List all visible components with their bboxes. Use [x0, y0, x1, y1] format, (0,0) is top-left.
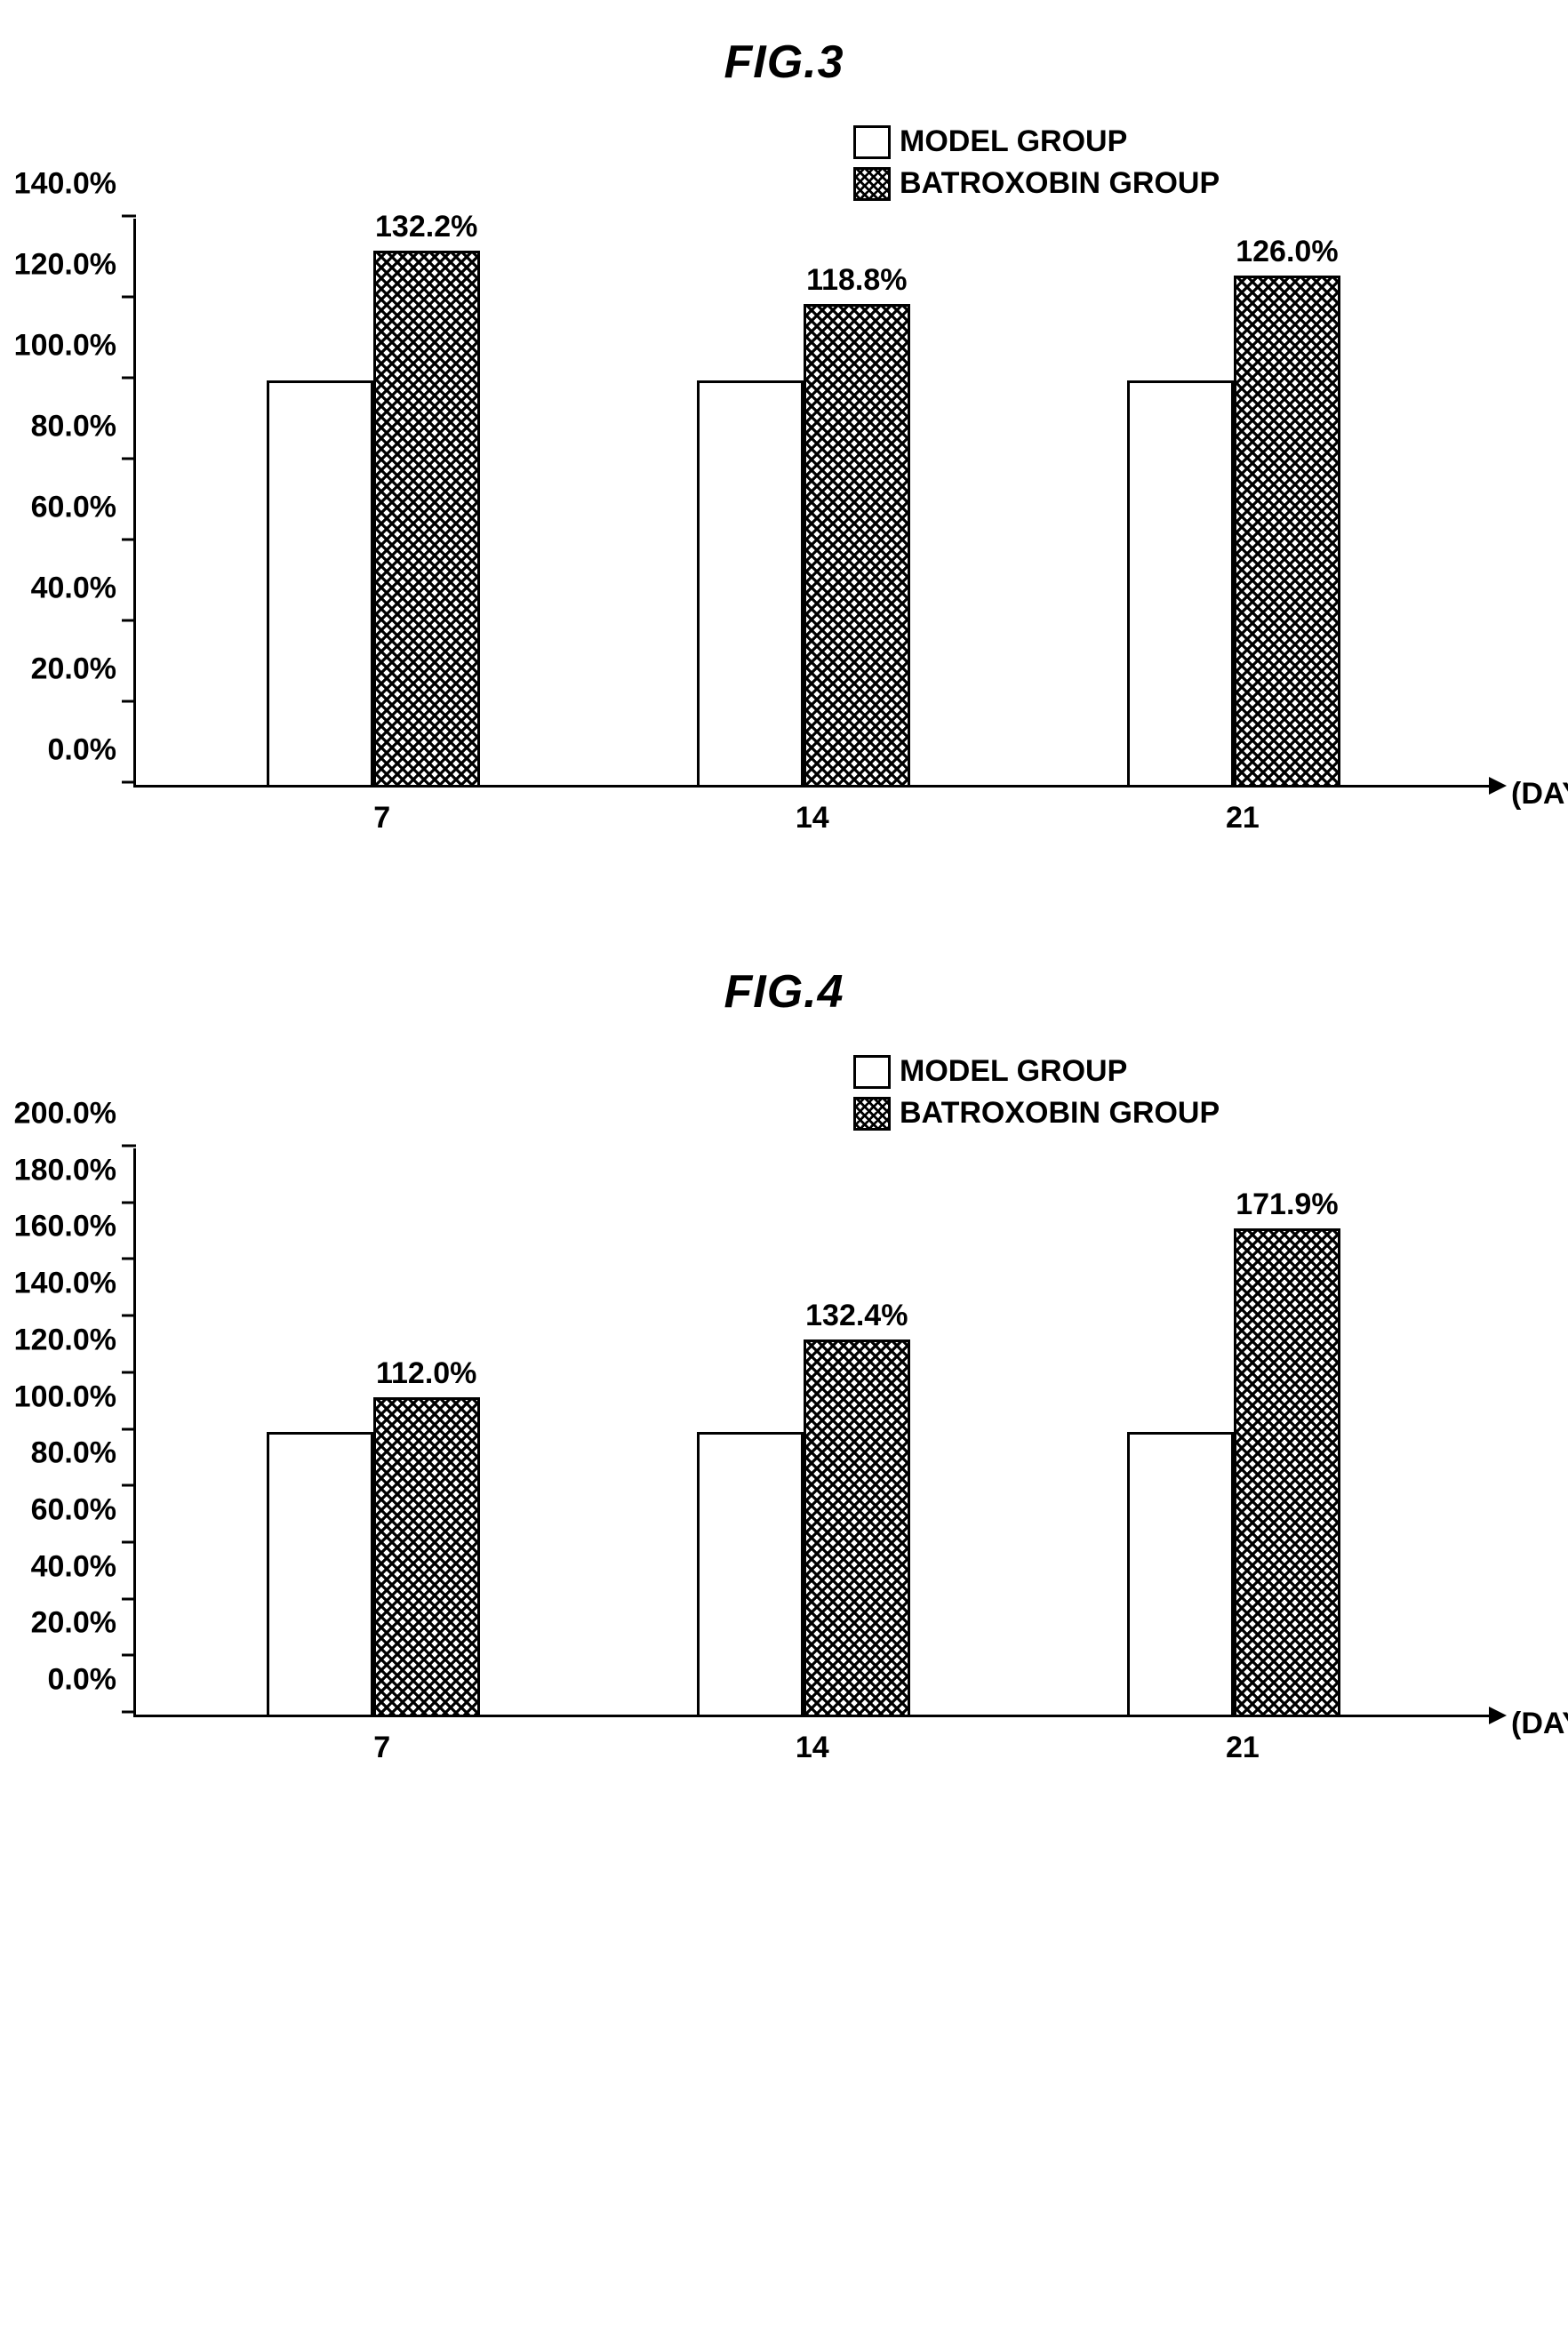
bar-value-label: 126.0% — [1236, 235, 1338, 269]
bar-model — [267, 1432, 373, 1715]
legend-swatch-model — [853, 1055, 891, 1089]
y-tick — [122, 377, 136, 380]
y-tick-label: 140.0% — [14, 167, 116, 202]
y-tick-label: 80.0% — [31, 1436, 116, 1471]
y-tick-label: 80.0% — [31, 410, 116, 444]
bar-group: 171.9%21 — [1127, 1228, 1358, 1715]
bar-batroxobin: 171.9% — [1234, 1228, 1340, 1715]
bar-batroxobin: 132.4% — [804, 1339, 910, 1715]
legend-label-batroxobin: BATROXOBIN GROUP — [900, 166, 1220, 201]
chart-legend: MODEL GROUP BATROXOBIN GROUP — [853, 124, 1515, 201]
legend-label-batroxobin: BATROXOBIN GROUP — [900, 1096, 1220, 1131]
x-tick-label: 21 — [1226, 801, 1260, 836]
x-axis-arrow-icon — [1489, 1707, 1507, 1724]
legend-swatch-batroxobin — [853, 1097, 891, 1131]
y-tick-label: 0.0% — [48, 1663, 117, 1698]
y-tick-label: 60.0% — [31, 1492, 116, 1527]
figure-4: FIG.4 MODEL GROUP BATROXOBIN GROUP (DAY)… — [53, 965, 1515, 1717]
x-tick-label: 7 — [373, 1731, 390, 1765]
x-axis-arrow-icon — [1489, 777, 1507, 795]
x-tick-label: 7 — [373, 801, 390, 836]
legend-swatch-model — [853, 125, 891, 159]
y-tick-label: 120.0% — [14, 248, 116, 283]
y-tick — [122, 1484, 136, 1487]
x-tick-label: 14 — [796, 1731, 829, 1765]
plot-area: (DAY) 0.0%20.0%40.0%60.0%80.0%100.0%120.… — [133, 1148, 1440, 1717]
bar-group: 112.0%7 — [267, 1397, 498, 1715]
legend-item-model: MODEL GROUP — [853, 1054, 1127, 1089]
bar-model — [697, 1432, 804, 1715]
y-tick-label: 100.0% — [14, 1379, 116, 1414]
chart-container: (DAY) 0.0%20.0%40.0%60.0%80.0%100.0%120.… — [133, 1148, 1440, 1717]
y-tick-label: 200.0% — [14, 1097, 116, 1132]
bar-group: 126.0%21 — [1127, 276, 1358, 785]
y-tick-label: 160.0% — [14, 1210, 116, 1244]
legend-label-model: MODEL GROUP — [900, 124, 1127, 159]
bar-batroxobin: 112.0% — [373, 1397, 480, 1715]
y-tick — [122, 1145, 136, 1148]
x-axis-extension — [1440, 1715, 1493, 1717]
y-tick — [122, 1371, 136, 1373]
x-tick-label: 21 — [1226, 1731, 1260, 1765]
x-axis-unit-label: (DAY) — [1511, 777, 1568, 812]
y-tick — [122, 296, 136, 299]
bar-group: 118.8%14 — [697, 304, 928, 785]
bar-model — [697, 380, 804, 785]
y-tick — [122, 1427, 136, 1430]
y-tick-label: 60.0% — [31, 491, 116, 525]
y-tick-label: 100.0% — [14, 329, 116, 364]
y-tick — [122, 1597, 136, 1600]
figure-title: FIG.4 — [53, 965, 1515, 1019]
bar-value-label: 171.9% — [1236, 1187, 1338, 1222]
bar-value-label: 132.4% — [805, 1299, 908, 1333]
legend-swatch-batroxobin — [853, 167, 891, 201]
y-tick-label: 40.0% — [31, 572, 116, 606]
y-tick-label: 120.0% — [14, 1323, 116, 1357]
bar-value-label: 132.2% — [375, 210, 477, 244]
y-tick-label: 40.0% — [31, 1549, 116, 1584]
bar-batroxobin: 118.8% — [804, 304, 910, 785]
x-axis-unit-label: (DAY) — [1511, 1707, 1568, 1741]
chart-legend: MODEL GROUP BATROXOBIN GROUP — [853, 1054, 1515, 1131]
legend-label-model: MODEL GROUP — [900, 1054, 1127, 1089]
y-tick-label: 20.0% — [31, 1606, 116, 1641]
y-tick — [122, 620, 136, 622]
x-tick-label: 14 — [796, 801, 829, 836]
y-tick — [122, 1201, 136, 1203]
legend-item-model: MODEL GROUP — [853, 124, 1127, 159]
y-tick — [122, 1711, 136, 1714]
y-tick — [122, 215, 136, 218]
y-tick — [122, 1540, 136, 1543]
y-tick — [122, 700, 136, 703]
y-tick — [122, 458, 136, 460]
y-tick-label: 20.0% — [31, 652, 116, 687]
y-tick-label: 0.0% — [48, 733, 117, 768]
y-tick-label: 180.0% — [14, 1153, 116, 1187]
figure-title: FIG.3 — [53, 36, 1515, 89]
bar-group: 132.2%7 — [267, 251, 498, 786]
bar-group: 132.4%14 — [697, 1339, 928, 1715]
y-tick — [122, 1654, 136, 1657]
bar-model — [1127, 380, 1234, 785]
y-tick — [122, 781, 136, 784]
bar-value-label: 118.8% — [806, 263, 907, 298]
y-tick — [122, 1315, 136, 1317]
y-tick — [122, 539, 136, 541]
y-tick-label: 140.0% — [14, 1267, 116, 1301]
x-axis-extension — [1440, 785, 1493, 788]
y-tick — [122, 1258, 136, 1260]
chart-container: (DAY) 0.0%20.0%40.0%60.0%80.0%100.0%120.… — [133, 219, 1440, 788]
plot-area: (DAY) 0.0%20.0%40.0%60.0%80.0%100.0%120.… — [133, 219, 1440, 788]
figure-3: FIG.3 MODEL GROUP BATROXOBIN GROUP (DAY)… — [53, 36, 1515, 788]
bar-value-label: 112.0% — [376, 1356, 476, 1391]
legend-item-batroxobin: BATROXOBIN GROUP — [853, 166, 1220, 201]
bar-model — [267, 380, 373, 785]
bar-model — [1127, 1432, 1234, 1715]
bar-batroxobin: 126.0% — [1234, 276, 1340, 785]
bar-batroxobin: 132.2% — [373, 251, 480, 786]
legend-item-batroxobin: BATROXOBIN GROUP — [853, 1096, 1220, 1131]
